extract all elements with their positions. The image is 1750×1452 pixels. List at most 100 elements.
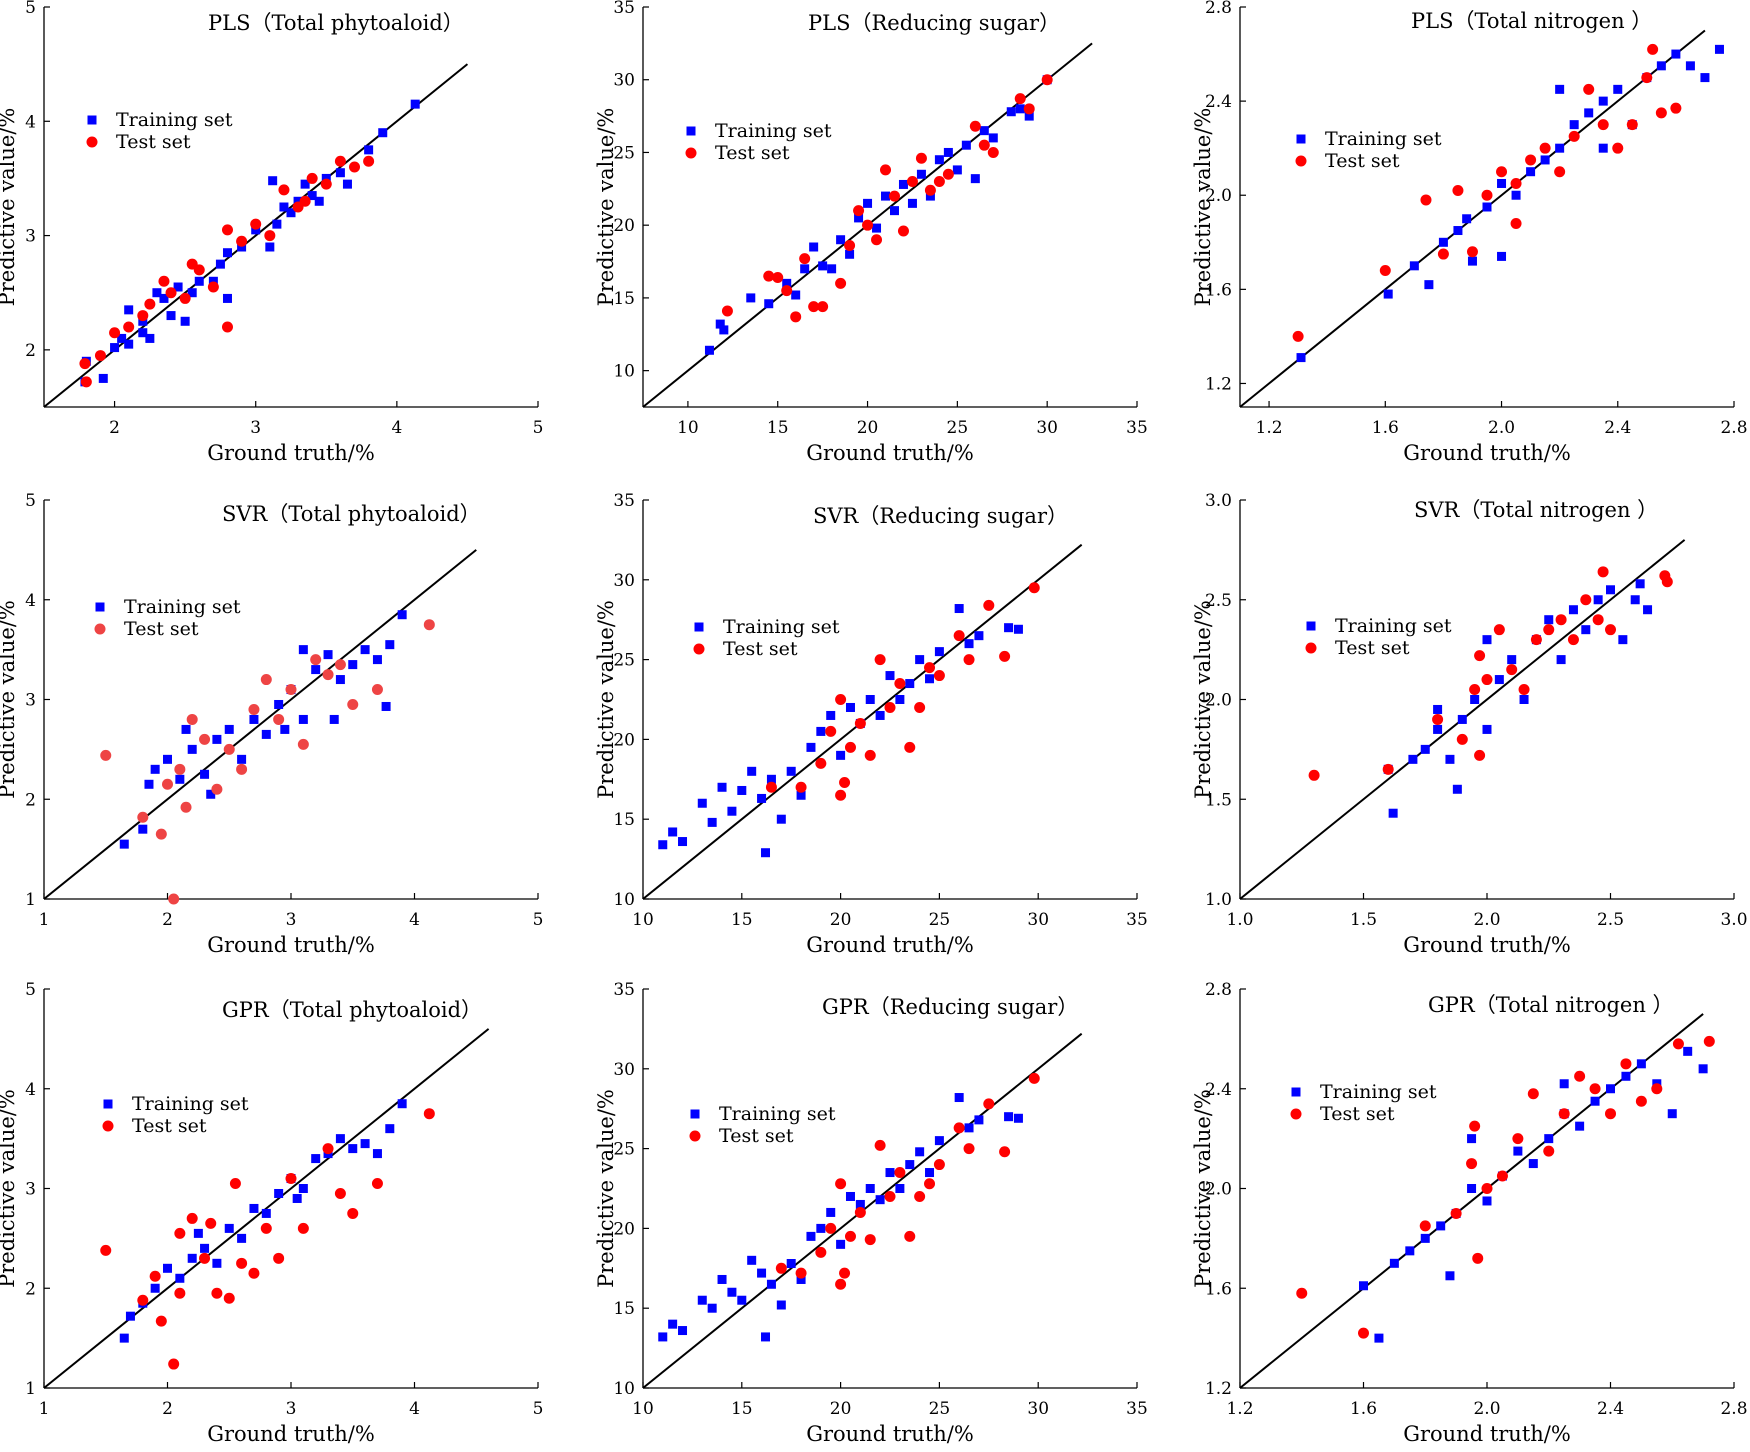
scatter-panel: 10 15 20 25 30 35 10 15 20 25 30 35 Ground truth/% Pr… [594,491,1148,957]
test-point [137,310,149,322]
training-point [1513,1146,1523,1156]
training-point [707,817,717,827]
training-point [292,1193,302,1203]
test-point [1382,763,1394,775]
test-point [1539,142,1551,154]
x-tick-label: 35 [1126,1399,1148,1419]
scatter-panel: 1.0 1.5 2.0 2.5 3.0 1.0 1.5 2.0 2.5 3.0 Ground tru… [1191,491,1748,957]
chart-title: SVR（Reducing sugar） [813,504,1068,528]
training-point [335,675,345,685]
x-tick-label: 2.4 [1604,418,1631,438]
training-point [895,1184,905,1193]
legend-test-label: Test set [1320,1103,1395,1125]
training-point [286,208,296,218]
training-point [925,1168,935,1178]
y-tick-label: 25 [613,143,635,163]
test-point [211,1287,223,1299]
x-axis-label: Ground truth/% [207,441,375,465]
training-point [1453,226,1463,236]
training-point [885,671,895,681]
training-point [1424,280,1434,290]
training-point [925,674,935,684]
training-point [1635,579,1645,589]
training-point [224,1223,234,1233]
y-tick-label: 20 [613,1219,635,1239]
legend-training-label: Training set [132,1093,249,1115]
test-point [904,1230,916,1242]
training-point [934,155,944,165]
y-tick-label: 2.5 [1205,591,1232,611]
test-point [1558,1108,1570,1120]
x-tick-label: 25 [929,1399,951,1419]
legend-test-marker [1290,1108,1302,1120]
test-point [924,184,936,196]
training-point [249,1203,259,1213]
training-point [791,290,801,300]
training-point [1569,120,1579,130]
training-point [117,333,127,343]
training-point [875,710,885,720]
test-point [790,311,802,323]
legend-training-label: Training set [1325,128,1442,150]
test-point [162,778,173,790]
test-point [174,763,186,775]
training-point [761,1332,771,1342]
x-tick-label: 2.0 [1473,910,1500,930]
training-point [212,734,222,744]
training-point [715,319,725,329]
x-axis-label: Ground truth/% [1403,1422,1571,1446]
training-point [766,774,776,784]
test-point [347,1207,359,1219]
training-point [1700,73,1710,83]
training-point [845,249,855,259]
test-point [199,733,211,745]
training-point [747,1255,757,1265]
training-point [845,1191,855,1201]
training-point [905,1160,915,1170]
x-tick-label: 1.6 [1350,1399,1377,1419]
chart-title: SVR（Total nitrogen ） [1414,498,1658,522]
training-point [1575,1121,1585,1131]
training-point [335,1134,345,1144]
training-point [261,729,271,739]
test-point [933,1159,945,1171]
y-tick-label: 1.2 [1205,1379,1232,1399]
y-tick-label: 30 [613,571,635,591]
training-point [125,1311,135,1321]
training-point [378,128,388,138]
test-point [1525,154,1537,166]
y-tick-label: 20 [613,216,635,236]
test-point [864,1234,876,1246]
test-point [763,270,775,282]
training-point [916,169,926,179]
x-axis-label: Ground truth/% [207,1422,375,1446]
chart-title: PLS（Total nitrogen ） [1411,9,1652,33]
test-point [193,264,205,276]
training-point [364,145,374,155]
test-point [320,178,332,190]
training-point [251,225,261,235]
test-point [963,654,975,666]
test-point [1466,246,1478,258]
y-tick-label: 1.6 [1205,1279,1232,1299]
test-point [158,275,170,287]
training-point [1015,104,1025,114]
legend-training-label: Training set [723,616,840,638]
legend-training-marker [103,1099,113,1109]
training-point [1013,624,1023,634]
test-point [1612,142,1624,154]
training-point [1013,1113,1023,1123]
training-point [964,1123,974,1133]
training-point [1698,1064,1708,1074]
test-point [1296,1287,1308,1299]
training-point [119,839,129,849]
training-point [1445,754,1455,764]
training-point [746,293,756,303]
legend-training-label: Training set [719,1103,836,1125]
training-point [1630,595,1640,605]
test-point [1554,166,1566,178]
test-point [1543,1145,1555,1157]
test-point [1583,83,1595,95]
training-point [717,1274,727,1284]
x-tick-label: 3 [250,418,261,438]
